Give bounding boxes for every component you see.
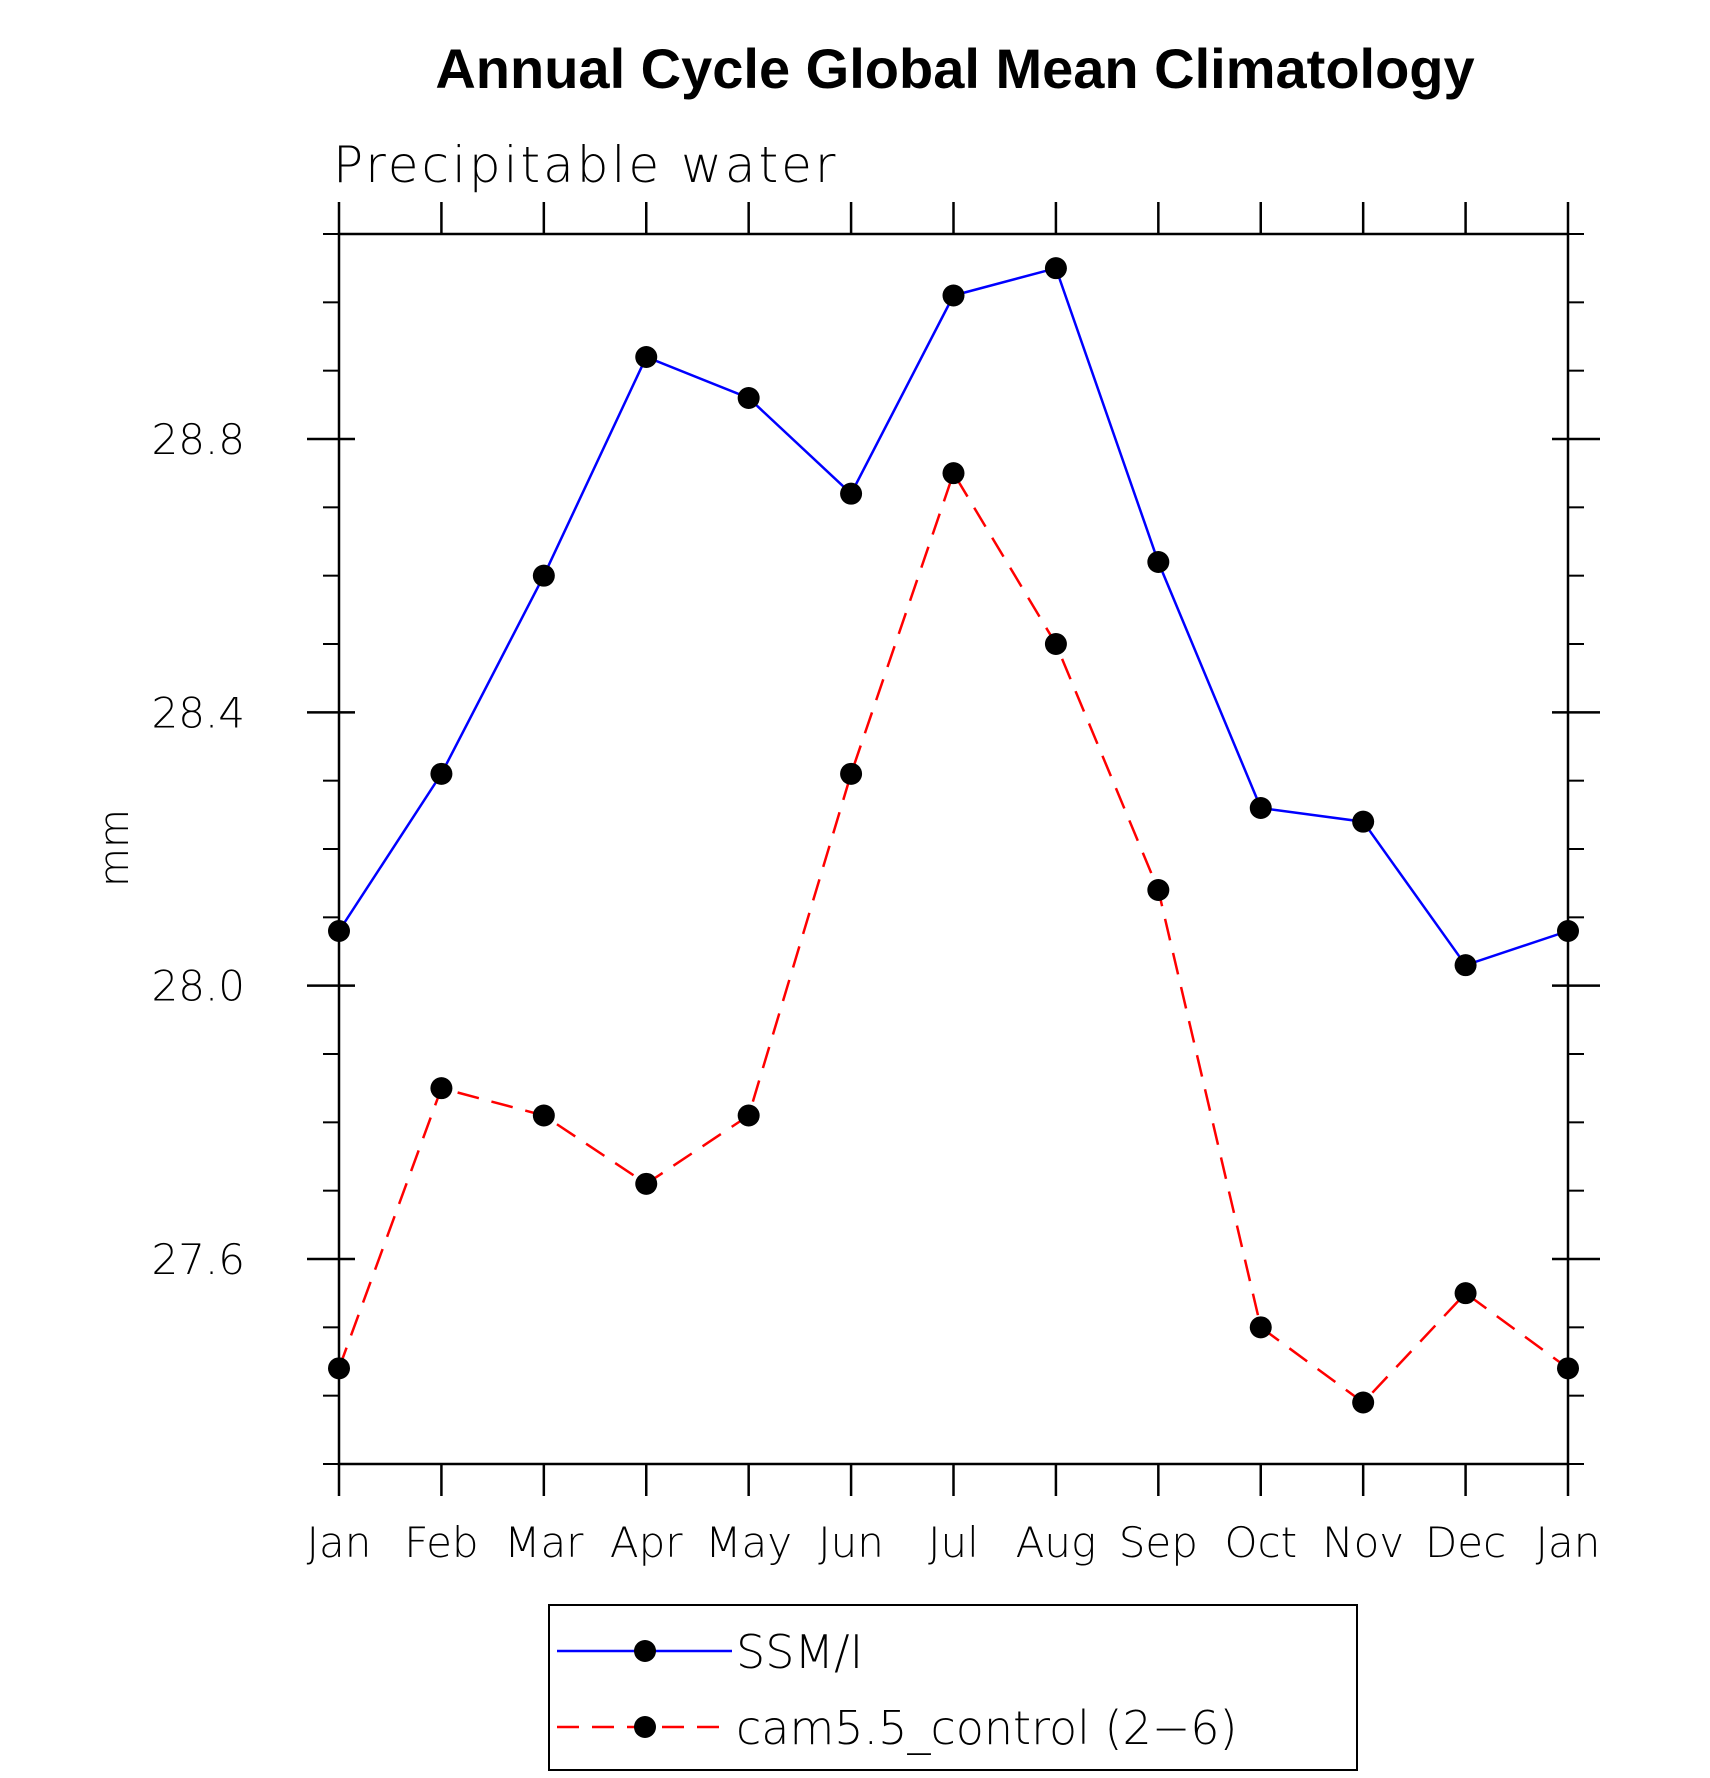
data-point-series-0 [328,920,350,942]
x-tick-label: Jan [1536,1518,1601,1567]
x-tick-label: Oct [1224,1518,1297,1567]
data-point-series-1 [1044,633,1067,655]
legend-label-ssmi: SSM/I [736,1625,863,1679]
legend-marker-cam [634,1716,656,1738]
data-point-series-1 [1147,879,1170,901]
data-point-series-0 [430,762,453,785]
data-point-series-1 [942,462,965,485]
y-tick-label: 27.6 [151,1235,245,1284]
data-point-series-0 [635,346,658,368]
x-tick-label: May [705,1518,792,1567]
chart-subtitle: Precipitable water [333,136,839,194]
series-points [328,257,1579,1414]
x-tick-label: Jun [818,1518,884,1567]
data-point-series-0 [840,482,863,505]
y-axis-label: mm [92,809,138,887]
legend-label-cam: cam5.5_control (2−6) [736,1701,1238,1755]
data-point-series-0 [1352,810,1375,833]
x-tick-label: Mar [504,1518,584,1567]
chart-title: Annual Cycle Global Mean Climatology [435,37,1474,100]
legend-marker-ssmi [634,1640,656,1662]
data-point-series-1 [1454,1282,1477,1305]
data-point-series-0 [1454,954,1477,977]
x-tick-label: Dec [1425,1518,1506,1567]
data-point-series-1 [328,1357,350,1380]
data-point-series-1 [737,1104,760,1127]
data-point-series-1 [635,1172,658,1195]
data-point-series-1 [430,1077,453,1100]
x-tick-label: Aug [1016,1518,1097,1567]
x-tick-label: Sep [1119,1518,1198,1567]
x-tick-label: Jul [928,1518,979,1567]
x-tick-label: Jan [307,1518,372,1567]
data-point-series-1 [1249,1316,1272,1339]
legend-box [548,1604,1358,1771]
axes: Jan Feb Mar Apr May Jun Jul Aug Sep Oct Nov Dec Jan 2… [151,202,1600,1567]
data-point-series-0 [737,387,760,409]
legend: SSM/I cam5.5_control (2−6) [548,1604,1358,1771]
data-point-series-1 [1557,1357,1579,1380]
series-line-0 [337,266,1569,967]
y-tick-label: 28.4 [151,688,245,737]
data-point-series-1 [1352,1391,1375,1414]
x-tick-label: Apr [610,1518,683,1567]
data-point-series-0 [1249,797,1272,819]
data-point-series-0 [942,284,965,307]
data-point-series-0 [532,564,555,587]
data-point-series-0 [1044,257,1067,280]
x-tick-label: Nov [1322,1518,1404,1567]
data-point-series-1 [532,1104,555,1127]
series-lines [337,266,1569,1405]
y-tick-label: 28.0 [151,962,245,1011]
data-point-series-0 [1147,551,1170,573]
x-tick-label: Feb [404,1518,478,1567]
y-tick-label: 28.8 [151,415,245,464]
data-point-series-0 [1557,920,1579,942]
data-point-series-1 [840,762,863,785]
